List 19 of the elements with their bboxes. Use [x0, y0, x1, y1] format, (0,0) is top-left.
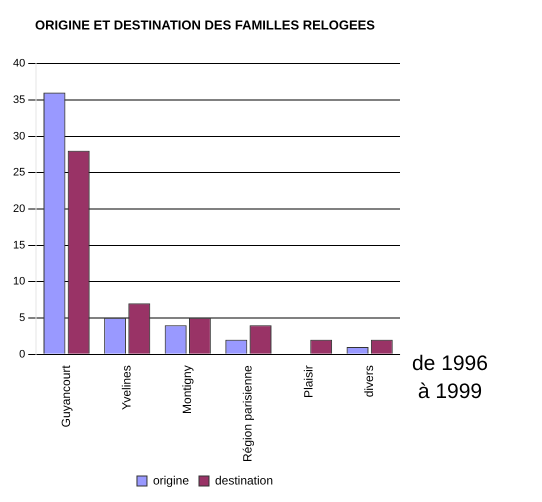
- x-tick-label: Guyancourt: [58, 364, 73, 428]
- x-tick-label: divers: [362, 365, 376, 398]
- y-tick-label: 25: [12, 166, 26, 179]
- legend-label: origine: [152, 473, 190, 488]
- y-tick-label: 10: [12, 276, 26, 288]
- y-tick-label: 20: [12, 202, 26, 215]
- y-tick-label: 30: [12, 130, 26, 142]
- chart-title: ORIGINE ET DESTINATION DES FAMILLES RELOGEES: [35, 17, 376, 32]
- y-tick-label: 35: [12, 94, 26, 106]
- x-tick-label: Région parisienne: [240, 364, 255, 462]
- y-tick-label: 0: [19, 348, 26, 360]
- y-tick-label: 5: [19, 312, 26, 324]
- x-tick-label: Montigny: [180, 365, 194, 414]
- legend-label: destination: [214, 473, 274, 488]
- y-tick-label: 40: [12, 58, 26, 70]
- y-tick-label: 15: [12, 239, 26, 252]
- x-tick-label: Plaisir: [301, 365, 316, 398]
- x-tick-label: Yvelines: [119, 365, 134, 410]
- text: de 1996 à 1999: [412, 351, 488, 405]
